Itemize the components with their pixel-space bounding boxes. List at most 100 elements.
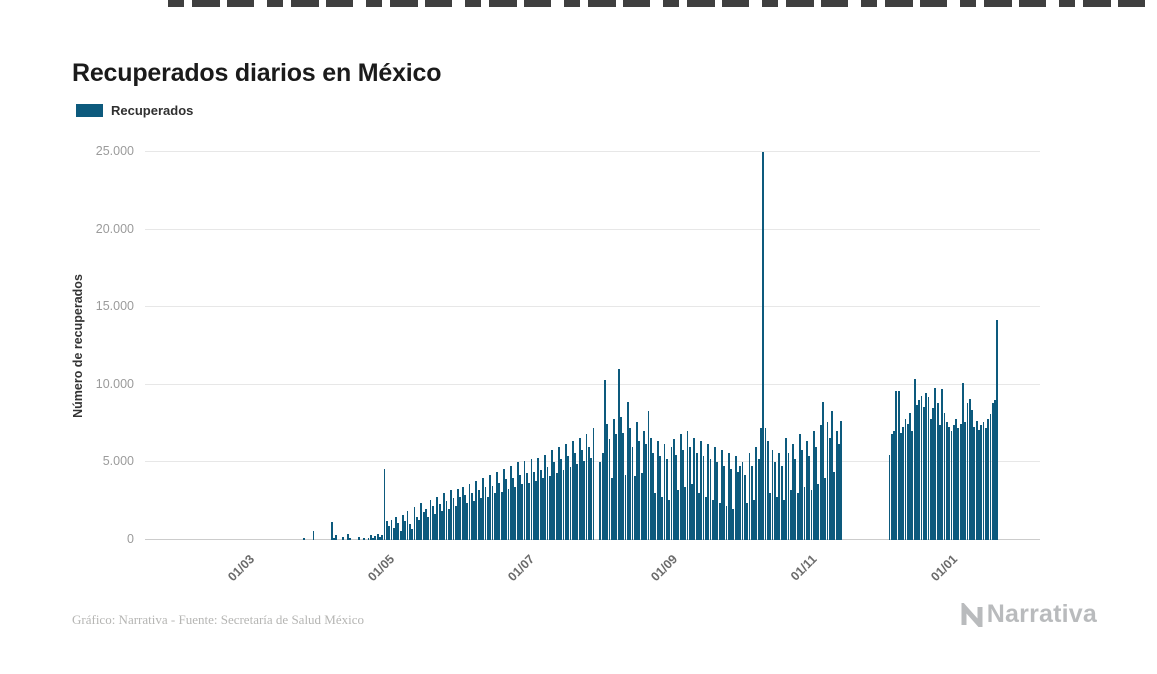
bar: [900, 432, 902, 540]
bar: [824, 477, 827, 540]
bar: [349, 537, 352, 540]
bar: [808, 456, 811, 540]
bar: [463, 495, 466, 540]
bar: [480, 498, 482, 540]
bar: [537, 457, 540, 540]
bar: [677, 490, 680, 540]
bar: [420, 502, 423, 540]
bar: [769, 493, 772, 540]
bar: [491, 485, 494, 540]
bar: [741, 462, 744, 540]
bar: [922, 406, 925, 540]
bar: [330, 522, 333, 540]
bar: [831, 411, 833, 540]
bar: [709, 459, 712, 540]
bar: [498, 482, 501, 540]
x-tick-label: 01/03: [225, 552, 258, 585]
bar: [622, 432, 625, 540]
bar: [897, 391, 900, 540]
narrativa-logo: Narrativa: [960, 600, 1097, 629]
bar: [367, 537, 370, 540]
narrativa-logo-icon: [961, 602, 983, 627]
bar: [505, 479, 508, 540]
bar: [372, 538, 375, 540]
bar: [562, 470, 565, 540]
bar: [984, 428, 987, 540]
bar: [799, 434, 801, 540]
bar: [436, 496, 439, 540]
bar: [654, 493, 657, 540]
bar: [686, 431, 689, 540]
bar: [468, 484, 471, 540]
bar: [470, 493, 473, 540]
bar: [945, 422, 948, 540]
bar: [794, 459, 797, 540]
bar: [404, 520, 407, 540]
bar: [838, 443, 840, 540]
bar: [672, 439, 675, 540]
bar: [652, 453, 654, 540]
x-axis-labels: 01/03 01/05 01/07 01/09 01/11 01/01: [145, 540, 1040, 610]
legend-swatch: [76, 104, 103, 117]
bar: [390, 519, 393, 540]
bar: [613, 418, 615, 540]
bar: [693, 437, 696, 540]
bar: [615, 434, 618, 540]
gridline: [145, 151, 1040, 152]
bar: [583, 460, 586, 540]
bar: [585, 434, 588, 540]
bar: [743, 474, 746, 540]
bar: [457, 488, 459, 540]
bar: [911, 431, 914, 540]
bar: [757, 459, 760, 540]
bar: [971, 409, 973, 540]
bar: [418, 519, 420, 540]
plot-area: [145, 151, 1040, 540]
bar: [363, 538, 365, 540]
bar: [925, 392, 928, 540]
bar: [603, 380, 606, 540]
bar: [684, 487, 687, 540]
bar: [704, 496, 707, 540]
gridline: [145, 383, 1040, 385]
bar: [902, 426, 905, 540]
bar: [383, 468, 386, 540]
y-tick-label: 15.000: [95, 299, 134, 314]
bar: [516, 462, 519, 540]
bar: [727, 453, 730, 540]
bar: [408, 524, 411, 540]
y-tick-label: 5.000: [102, 454, 134, 469]
bar: [633, 476, 636, 540]
bar: [906, 423, 909, 540]
bar: [376, 533, 379, 540]
bar: [952, 425, 955, 540]
bar: [890, 434, 893, 540]
bar: [413, 507, 416, 540]
bar: [932, 408, 934, 540]
bar: [918, 400, 921, 540]
bar: [936, 403, 939, 540]
bar: [558, 446, 560, 540]
bar: [994, 400, 996, 540]
bar: [737, 471, 739, 540]
bar: [698, 493, 700, 540]
bar: [826, 422, 829, 540]
bar: [649, 437, 652, 540]
gridline: [145, 228, 1040, 230]
bar: [939, 425, 941, 540]
bar: [454, 505, 457, 540]
legend-item-recuperados[interactable]: Recuperados: [76, 103, 193, 118]
gridline: [145, 306, 1040, 308]
bar: [374, 536, 377, 540]
bar: [411, 529, 414, 540]
y-tick-label: 25.000: [95, 144, 134, 158]
bar: [438, 504, 441, 540]
bar: [514, 487, 517, 540]
bar: [555, 473, 558, 540]
bar: [904, 418, 907, 540]
bar: [496, 471, 498, 540]
bar: [450, 490, 453, 540]
bar: [466, 502, 469, 540]
bar: [941, 389, 944, 540]
bar: [452, 498, 455, 540]
